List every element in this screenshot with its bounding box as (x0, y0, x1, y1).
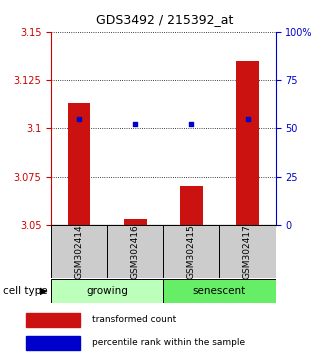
Text: GDS3492 / 215392_at: GDS3492 / 215392_at (96, 13, 234, 27)
Bar (124, 219, 147, 225)
Bar (219, 225, 276, 278)
Text: GSM302414: GSM302414 (75, 224, 84, 279)
Text: percentile rank within the sample: percentile rank within the sample (92, 338, 246, 348)
Bar (51, 279, 163, 303)
Bar (68, 103, 90, 225)
Bar (236, 61, 259, 225)
Text: cell type: cell type (3, 286, 48, 296)
Text: transformed count: transformed count (92, 315, 177, 325)
Point (189, 122, 194, 127)
Text: senescent: senescent (193, 286, 246, 296)
Text: GSM302415: GSM302415 (187, 224, 196, 279)
Text: GSM302416: GSM302416 (131, 224, 140, 279)
Bar (26, 336, 80, 350)
Point (77, 116, 82, 121)
Bar (51, 225, 107, 278)
Bar (163, 225, 219, 278)
Bar (180, 186, 203, 225)
Text: growing: growing (86, 286, 128, 296)
Point (245, 116, 250, 121)
Bar (107, 225, 163, 278)
Bar (163, 279, 276, 303)
Bar (26, 313, 80, 327)
Text: ▶: ▶ (40, 286, 48, 296)
Text: GSM302417: GSM302417 (243, 224, 252, 279)
Point (133, 122, 138, 127)
